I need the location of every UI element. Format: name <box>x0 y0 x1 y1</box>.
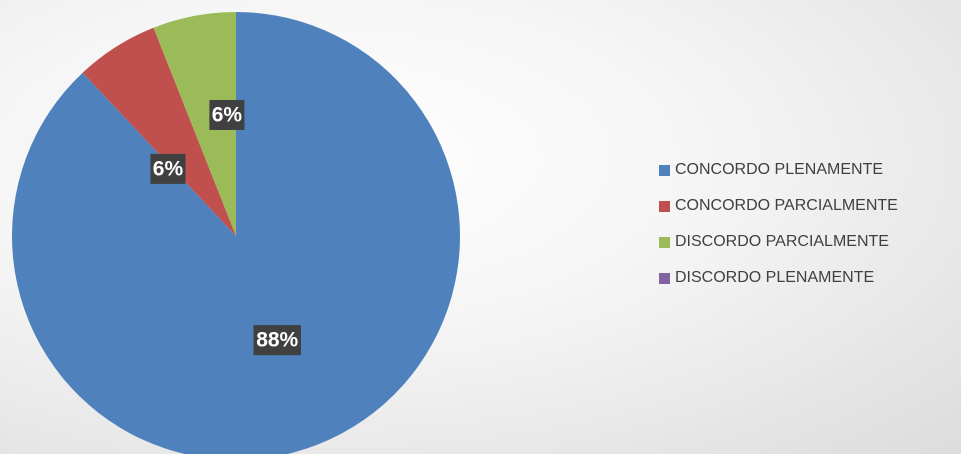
pie-data-labels: 88% 6% 6% <box>150 99 301 356</box>
legend: CONCORDO PLENAMENTE CONCORDO PARCIALMENT… <box>659 152 959 296</box>
legend-swatch-discordo-plenamente <box>659 272 670 284</box>
legend-swatch-concordo-plenamente <box>659 164 670 176</box>
pie-slice-concordo-plenamente <box>12 12 460 454</box>
legend-label-discordo-plenamente: DISCORDO PLENAMENTE <box>675 269 875 286</box>
legend-label-discordo-parcialmente: DISCORDO PARCIALMENTE <box>675 233 889 250</box>
legend-item: CONCORDO PARCIALMENTE <box>659 188 959 224</box>
data-label-background <box>209 99 245 130</box>
data-label-text: 88% <box>256 329 298 352</box>
data-label-text: 6% <box>212 103 243 126</box>
legend-item: CONCORDO PLENAMENTE <box>659 152 959 188</box>
data-label-text: 6% <box>153 157 184 180</box>
legend-item: DISCORDO PLENAMENTE <box>659 260 959 296</box>
data-label-background <box>150 153 186 184</box>
pie-slice-concordo-parcialmente <box>82 27 237 236</box>
data-label-discordo-parcialmente: 6% <box>209 99 245 130</box>
legend-item: DISCORDO PARCIALMENTE <box>659 224 959 260</box>
legend-label-concordo-plenamente: CONCORDO PLENAMENTE <box>675 161 884 178</box>
pie-slices <box>12 12 460 454</box>
legend-swatch-discordo-parcialmente <box>659 236 670 248</box>
legend-swatch-concordo-parcialmente <box>659 200 670 212</box>
data-label-concordo-parcialmente: 6% <box>150 153 186 184</box>
data-label-concordo-plenamente: 88% <box>253 325 301 356</box>
pie-slice-discordo-parcialmente <box>153 12 236 236</box>
legend-label-concordo-parcialmente: CONCORDO PARCIALMENTE <box>675 197 898 214</box>
data-label-background <box>253 325 301 356</box>
